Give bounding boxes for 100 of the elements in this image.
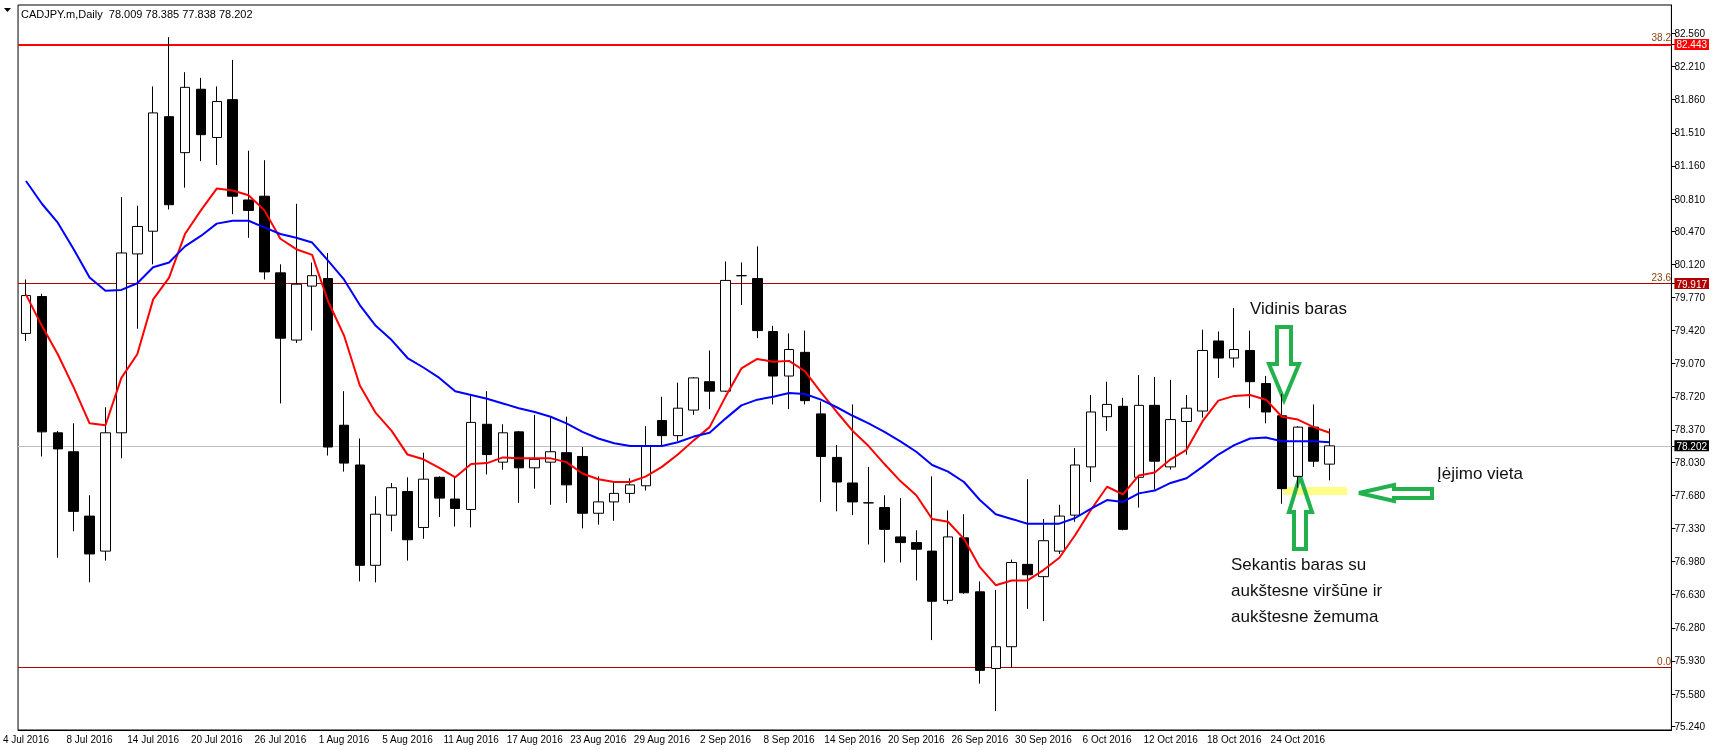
candlestick xyxy=(863,466,874,545)
y-tick-label: 79.070 xyxy=(1674,358,1706,370)
candlestick xyxy=(1022,478,1033,610)
candlestick xyxy=(1308,403,1319,468)
candlestick xyxy=(1213,331,1224,379)
candlestick xyxy=(402,476,413,562)
candlestick xyxy=(1165,379,1176,471)
candlestick xyxy=(148,85,158,265)
y-tick-label: 79.917 xyxy=(1676,278,1708,290)
annotation: 38.2 xyxy=(1651,32,1671,44)
candlestick xyxy=(291,203,302,344)
annotation: 23.6 xyxy=(1651,271,1671,283)
y-tick-label: 82.210 xyxy=(1674,61,1706,73)
candlestick xyxy=(132,205,143,330)
candlestick xyxy=(196,77,206,162)
x-tick-label: 17 Aug 2016 xyxy=(506,733,564,745)
y-tick-label: 76.630 xyxy=(1674,589,1706,601)
candlestick xyxy=(688,376,699,416)
candlestick xyxy=(307,261,317,332)
x-tick-label: 20 Jul 2016 xyxy=(190,733,244,745)
x-tick-label: 4 Jul 2016 xyxy=(2,733,50,745)
chart-title: CADJPY.m,Daily 78.009 78.385 77.838 78.202 xyxy=(21,7,253,20)
y-tick-label: 75.930 xyxy=(1674,655,1706,667)
candlestick xyxy=(927,475,937,641)
x-tick-label: 11 Aug 2016 xyxy=(443,733,500,745)
y-tick-label: 79.420 xyxy=(1674,325,1706,337)
y-tick-label: 78.202 xyxy=(1676,440,1708,452)
candlestick xyxy=(736,261,747,306)
candlestick xyxy=(609,481,619,522)
y-tick-label: 81.160 xyxy=(1674,160,1706,172)
candlestick xyxy=(355,437,365,582)
annotation: 0.0 xyxy=(1657,655,1671,667)
candlestick xyxy=(243,150,254,239)
candlestick xyxy=(37,293,47,457)
y-tick-label: 80.470 xyxy=(1674,225,1706,237)
y-tick-label: 78.030 xyxy=(1674,456,1706,468)
candlestick xyxy=(53,430,63,559)
candlestick xyxy=(498,423,508,471)
candlestick xyxy=(816,401,826,503)
candlestick xyxy=(832,444,842,512)
x-tick-label: 30 Sep 2016 xyxy=(1015,733,1073,745)
candlestick xyxy=(116,196,127,459)
candlestick xyxy=(386,482,397,532)
x-tick-label: 26 Jul 2016 xyxy=(254,733,307,745)
candlestick xyxy=(1293,425,1303,489)
x-tick-label: 29 Aug 2016 xyxy=(633,733,691,745)
candlestick xyxy=(514,430,524,504)
candlestick xyxy=(1181,394,1192,456)
candlestick xyxy=(1245,330,1255,409)
candlestick xyxy=(180,71,190,189)
y-tick-label: 76.980 xyxy=(1674,556,1706,568)
x-tick-label: 14 Sep 2016 xyxy=(824,733,882,745)
candlestick xyxy=(1038,518,1049,622)
x-tick-label: 8 Jul 2016 xyxy=(66,733,114,745)
text: Įėjimo vieta xyxy=(1437,463,1523,485)
x-tick-label: 1 Aug 2016 xyxy=(318,733,370,745)
candlestick xyxy=(847,403,858,516)
candlestick xyxy=(1324,428,1335,481)
candlestick xyxy=(275,263,286,404)
candlestick xyxy=(259,159,270,280)
candlestick xyxy=(370,495,381,583)
candlestick xyxy=(975,580,985,685)
candlestick xyxy=(625,477,635,504)
x-tick-label: 18 Oct 2016 xyxy=(1206,733,1262,745)
candlestick xyxy=(768,325,778,405)
candlestick xyxy=(657,396,667,446)
x-tick-label: 12 Oct 2016 xyxy=(1143,733,1199,745)
x-tick-label: 6 Oct 2016 xyxy=(1082,733,1132,745)
candlestick xyxy=(1149,376,1160,491)
candlestick xyxy=(529,414,540,490)
y-tick-label: 77.330 xyxy=(1674,522,1706,534)
candlestick xyxy=(164,36,174,210)
candlestick xyxy=(641,425,651,492)
y-tick-label: 81.510 xyxy=(1674,127,1706,139)
x-tick-label: 24 Oct 2016 xyxy=(1270,733,1326,745)
candlestick xyxy=(800,330,810,405)
candlestick xyxy=(1134,374,1144,509)
candlestick xyxy=(784,332,794,410)
x-tick-label: 8 Sep 2016 xyxy=(763,733,816,745)
annotation: Vidinis baras xyxy=(1250,298,1348,320)
candlestick xyxy=(1229,307,1239,368)
candlestick xyxy=(752,245,763,339)
y-tick-label: 81.860 xyxy=(1674,94,1706,106)
candlestick xyxy=(943,509,953,605)
y-tick-label: 82.443 xyxy=(1676,39,1708,51)
candlestick xyxy=(1006,559,1017,669)
x-tick-label: 20 Sep 2016 xyxy=(887,733,946,745)
candlestick xyxy=(991,589,1001,712)
y-tick-label: 75.580 xyxy=(1674,688,1706,700)
y-tick-label: 79.770 xyxy=(1674,291,1706,303)
y-tick-label: 75.240 xyxy=(1674,720,1706,732)
candlestick xyxy=(68,422,79,532)
candlestick xyxy=(593,475,604,526)
candlestick xyxy=(561,416,572,504)
x-tick-label: 14 Jul 2016 xyxy=(127,733,180,745)
candlestick xyxy=(227,59,238,215)
candlestick xyxy=(895,497,906,563)
candlestick xyxy=(84,494,95,583)
candlestick xyxy=(879,494,890,563)
candlestick xyxy=(482,390,492,475)
